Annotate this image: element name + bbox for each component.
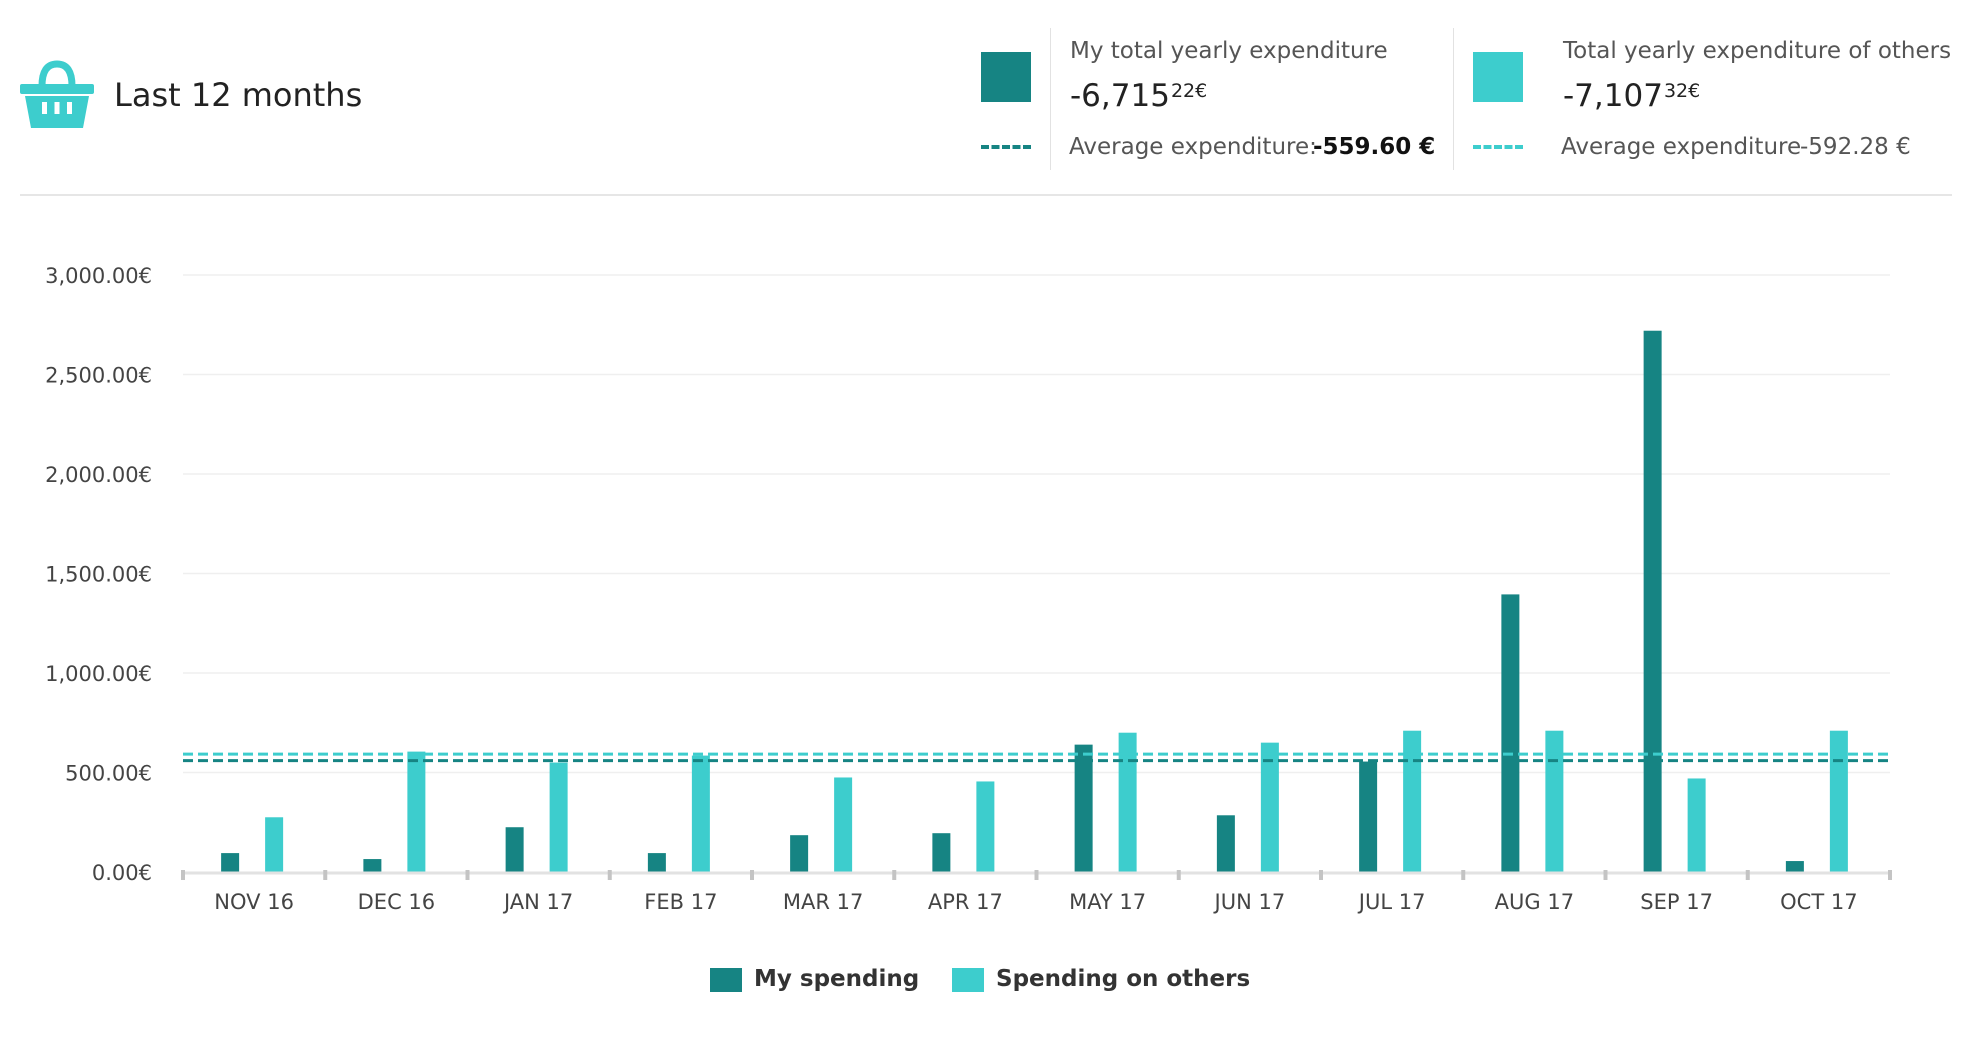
bar-my-spending-jul-17 <box>1359 761 1378 872</box>
x-tick-label-jan-17: JAN 17 <box>502 890 573 914</box>
x-axis-tick-6 <box>1034 870 1039 880</box>
x-axis-tick-8 <box>1319 870 1323 880</box>
header-divider <box>20 194 1952 196</box>
x-axis-tick-1 <box>323 870 328 880</box>
x-axis-tick-10 <box>1603 870 1608 880</box>
bar-my-spending-oct-17 <box>1785 861 1804 872</box>
bar-my-spending-feb-17 <box>647 853 666 872</box>
bar-others-spending-oct-17 <box>1829 730 1848 872</box>
page-title: Last 12 months <box>114 76 363 114</box>
x-tick-label-may-17: MAY 17 <box>1069 890 1146 914</box>
summary-separator-middle <box>1453 28 1454 170</box>
my-average-value: -559.60 € <box>1313 134 1436 160</box>
x-axis-tick-4 <box>750 870 754 880</box>
bar-chart: 0.00€ 500.00€ 1,000.00€ 1,500.00€ 2,000.00€ 2… <box>45 264 1892 914</box>
bar-my-spending-aug-17 <box>1501 594 1520 872</box>
x-tick-label-sep-17: SEP 17 <box>1640 890 1713 914</box>
my-total-amount-main: -6,715 <box>1070 78 1170 114</box>
bar-others-spending-aug-17 <box>1545 730 1564 872</box>
x-tick-label-mar-17: MAR 17 <box>783 890 863 914</box>
x-axis-tick-5 <box>892 870 897 880</box>
legend-label-spending-on-others: Spending on others <box>996 966 1251 992</box>
x-axis-tick-2 <box>465 870 470 880</box>
y-tick-label-3: 1,500.00€ <box>45 563 152 587</box>
bar-others-spending-sep-17 <box>1687 778 1706 872</box>
bar-my-spending-nov-16 <box>221 853 240 872</box>
bar-others-spending-jan-17 <box>549 762 568 872</box>
summary-header: Last 12 months My total yearly expenditu… <box>0 0 1964 196</box>
x-tick-label-feb-17: FEB 17 <box>644 890 717 914</box>
x-tick-label-jun-17: JUN 17 <box>1213 890 1286 914</box>
grid-lines <box>183 274 1890 774</box>
x-axis-tick-0 <box>181 870 185 880</box>
my-average-dash-sample <box>981 145 1031 149</box>
bar-my-spending-mar-17 <box>790 835 809 872</box>
my-total-amount-cents: 22€ <box>1170 80 1208 102</box>
bar-others-spending-jul-17 <box>1403 730 1422 872</box>
legend-label-my-spending: My spending <box>754 966 920 992</box>
y-tick-label-6: 3,000.00€ <box>45 264 152 288</box>
my-average-label: Average expenditure: <box>1069 134 1317 160</box>
x-axis <box>181 870 1892 880</box>
bars <box>221 330 1848 873</box>
bar-others-spending-apr-17 <box>976 781 995 872</box>
bar-my-spending-jun-17 <box>1216 815 1235 872</box>
y-tick-label-2: 1,000.00€ <box>45 662 152 686</box>
x-tick-label-aug-17: AUG 17 <box>1495 890 1574 914</box>
average-lines <box>183 752 1890 763</box>
y-tick-label-5: 2,500.00€ <box>45 364 152 388</box>
x-axis-tick-7 <box>1176 870 1181 880</box>
my-total-label: My total yearly expenditure <box>1070 38 1388 64</box>
others-total-amount: -7,10732€ <box>1563 78 1700 114</box>
bar-my-spending-dec-16 <box>363 859 382 872</box>
bar-others-spending-mar-17 <box>834 777 853 872</box>
others-average-label: Average expenditure <box>1561 134 1802 160</box>
legend-swatch-spending-on-others <box>952 968 984 992</box>
bar-others-spending-dec-16 <box>407 751 426 872</box>
summary-separator-left <box>1050 28 1051 170</box>
x-tick-label-apr-17: APR 17 <box>928 890 1003 914</box>
chart-legend: My spending Spending on others <box>0 966 1964 1006</box>
bar-others-spending-feb-17 <box>691 755 710 872</box>
bar-others-spending-nov-16 <box>265 817 284 872</box>
bar-my-spending-sep-17 <box>1643 330 1662 873</box>
y-tick-label-4: 2,000.00€ <box>45 463 152 487</box>
x-tick-label-nov-16: NOV 16 <box>214 890 294 914</box>
x-axis-tick-9 <box>1461 870 1466 880</box>
others-average-dash-sample <box>1473 145 1523 149</box>
x-axis-labels: NOV 16 DEC 16 JAN 17 FEB 17 MAR 17 APR 17 MAY … <box>214 890 1857 914</box>
x-axis-tick-3 <box>607 870 612 880</box>
bar-others-spending-jun-17 <box>1260 742 1279 872</box>
x-tick-label-jul-17: JUL 17 <box>1357 890 1426 914</box>
y-tick-label-1: 500.00€ <box>65 762 152 786</box>
y-axis-labels: 0.00€ 500.00€ 1,000.00€ 1,500.00€ 2,000.00€ 2… <box>45 264 152 885</box>
others-total-label: Total yearly expenditure of others <box>1563 38 1952 64</box>
my-total-amount: -6,71522€ <box>1070 78 1207 114</box>
x-axis-tick-12 <box>1888 870 1892 880</box>
bar-my-spending-jan-17 <box>505 827 524 872</box>
my-total-swatch <box>981 52 1031 102</box>
x-tick-label-dec-16: DEC 16 <box>358 890 436 914</box>
legend-swatch-my-spending <box>710 968 742 992</box>
y-tick-label-0: 0.00€ <box>92 861 152 885</box>
bar-others-spending-may-17 <box>1118 732 1137 872</box>
others-total-amount-cents: 32€ <box>1663 80 1701 102</box>
basket-icon <box>20 60 94 128</box>
others-total-amount-main: -7,107 <box>1563 78 1663 114</box>
others-total-swatch <box>1473 52 1523 102</box>
bar-my-spending-apr-17 <box>932 833 951 872</box>
x-tick-label-oct-17: OCT 17 <box>1780 890 1857 914</box>
bar-my-spending-may-17 <box>1074 744 1093 872</box>
x-axis-tick-11 <box>1745 870 1750 880</box>
others-average-value: -592.28 € <box>1800 134 1911 160</box>
